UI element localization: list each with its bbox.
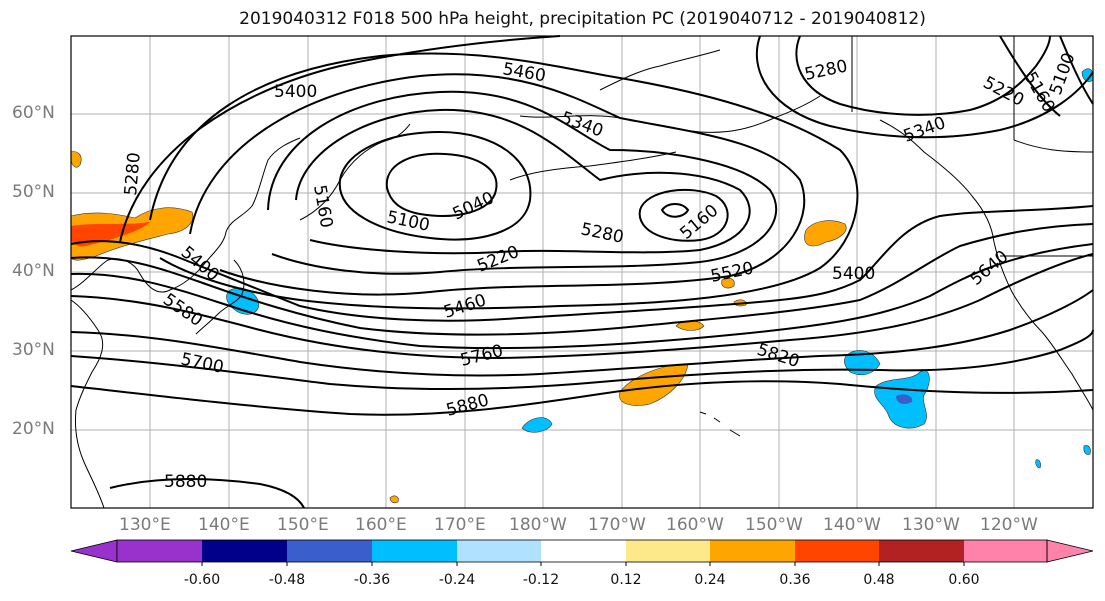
contour-line — [70, 223, 1094, 336]
precip-positive-area — [721, 277, 735, 289]
lon-label: 120°W — [980, 515, 1038, 535]
colorbar-tick-label: 0.48 — [863, 572, 895, 588]
contour-line — [109, 478, 305, 509]
contour-line — [1059, 35, 1094, 105]
colorbar-segment — [287, 540, 372, 562]
colorbar-segment — [202, 540, 287, 562]
lon-label: 150°E — [277, 515, 329, 535]
colorbar-tick-label: 0.24 — [694, 572, 726, 588]
precip-negative-area — [521, 417, 553, 433]
colorbar-tick-label: -0.12 — [522, 572, 560, 588]
contour-line — [267, 90, 777, 275]
contour-line — [638, 188, 729, 242]
colorbar — [70, 539, 1094, 566]
contour-line — [999, 35, 1061, 117]
contour-line — [755, 35, 1094, 139]
lon-label: 160°E — [355, 515, 407, 535]
lat-label: 60°N — [12, 103, 55, 123]
colorbar-segment — [879, 540, 964, 562]
contour-line — [149, 52, 859, 310]
colorbar-tick-label: -0.36 — [353, 572, 391, 588]
contour-line — [795, 35, 1051, 116]
precip-positive-area — [70, 151, 82, 168]
precip-negative-area — [1083, 445, 1091, 455]
colorbar-segment — [117, 540, 202, 562]
colorbar-tick-label: 0.12 — [610, 572, 642, 588]
lat-label: 30°N — [12, 340, 55, 360]
contour-line — [70, 253, 1094, 360]
colorbar-extend-min — [70, 539, 118, 563]
precip-negative-area — [1035, 459, 1041, 469]
contour-line — [385, 152, 498, 217]
colorbar-segment — [795, 540, 879, 562]
contour-line — [70, 243, 1094, 350]
lat-label: 20°N — [12, 419, 55, 439]
aleutian-islands — [509, 151, 677, 181]
lon-label: 150°W — [745, 515, 803, 535]
contour-line — [660, 203, 690, 218]
colorbar-segment — [457, 540, 541, 562]
height-contours — [70, 35, 1094, 509]
colorbar-segment — [372, 540, 457, 562]
kamchatka-coastline — [299, 123, 411, 221]
lon-label: 130°W — [902, 515, 960, 535]
lon-label: 130°E — [119, 515, 171, 535]
contour-label: 5400 — [274, 82, 317, 102]
lon-label: 140°E — [198, 515, 250, 535]
lat-label: 50°N — [12, 182, 55, 202]
plot-border — [70, 35, 1094, 509]
lon-label: 180°W — [509, 515, 567, 535]
colorbar-segment — [626, 540, 710, 562]
precip-positive-area — [804, 220, 847, 247]
map-title: 2019040312 F018 500 hPa height, precipit… — [239, 9, 926, 29]
colorbar-tick-label: 0.60 — [948, 572, 980, 588]
colorbar-segment — [964, 540, 1047, 562]
lon-label: 140°W — [823, 515, 881, 535]
contour-line — [70, 205, 1094, 322]
colorbar-tick-label: 0.36 — [779, 572, 811, 588]
contour-line — [70, 329, 1094, 391]
precip-negative-area — [896, 394, 913, 404]
hawaii-islands — [699, 411, 741, 437]
lon-label: 160°W — [666, 515, 724, 535]
colorbar-tick-label: -0.48 — [268, 572, 306, 588]
contour-label: 5280 — [121, 152, 145, 197]
contour-line — [119, 35, 561, 243]
lon-label: 170°W — [588, 515, 646, 535]
contour-line — [295, 108, 751, 255]
contour-label: 5400 — [832, 264, 875, 284]
colorbar-tick-label: -0.24 — [438, 572, 476, 588]
precip-positive-area — [389, 495, 399, 504]
contour-line — [70, 289, 1094, 377]
alaska-coastline — [599, 49, 721, 91]
colorbar-segment — [541, 540, 626, 562]
asia-coastline — [70, 299, 105, 509]
contour-label: 5880 — [164, 472, 207, 492]
colorbar-extend-max — [1046, 539, 1094, 563]
contour-line — [338, 130, 532, 241]
lon-label: 170°E — [434, 515, 486, 535]
contour-line — [70, 380, 1094, 416]
lat-label: 40°N — [12, 261, 55, 281]
colorbar-segment — [710, 540, 795, 562]
colorbar-tick-label: -0.60 — [183, 572, 221, 588]
contour-line — [189, 73, 806, 296]
coastlines — [70, 36, 1094, 509]
